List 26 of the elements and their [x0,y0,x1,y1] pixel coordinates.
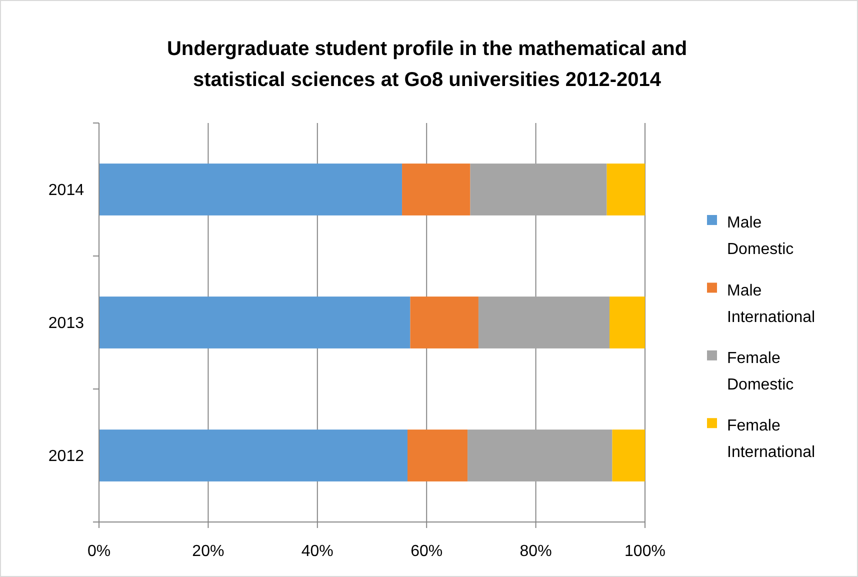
bar [402,164,470,216]
legend-label: Female International [727,418,816,462]
y-tick-label: 2013 [48,315,84,332]
bar [99,296,410,348]
x-tick-label: 80% [520,543,552,560]
bar [410,296,478,348]
bar [606,164,645,216]
x-tick-label: 0% [87,543,111,560]
x-tick-label: 40% [301,543,334,560]
bar [407,430,468,482]
x-tick-label: 20% [192,543,224,560]
bar [99,430,408,482]
bar [612,430,645,482]
bar [468,430,612,482]
legend-label: Male Domestic [727,214,794,258]
y-tick-label: 2012 [48,448,84,466]
bar [470,164,607,216]
chart-title: Undergraduate student profile in the mathematical and statistical sciences at Go8 universities 2012-2014 [166,38,688,91]
bar [478,296,610,348]
bar [99,164,402,216]
legend-label: Male International [727,282,816,326]
y-tick-label: 2014 [48,182,84,200]
bar [610,296,645,348]
legend-label: Female Domestic [727,350,794,394]
x-tick-label: 100% [624,543,666,560]
x-tick-label: 60% [410,543,443,560]
